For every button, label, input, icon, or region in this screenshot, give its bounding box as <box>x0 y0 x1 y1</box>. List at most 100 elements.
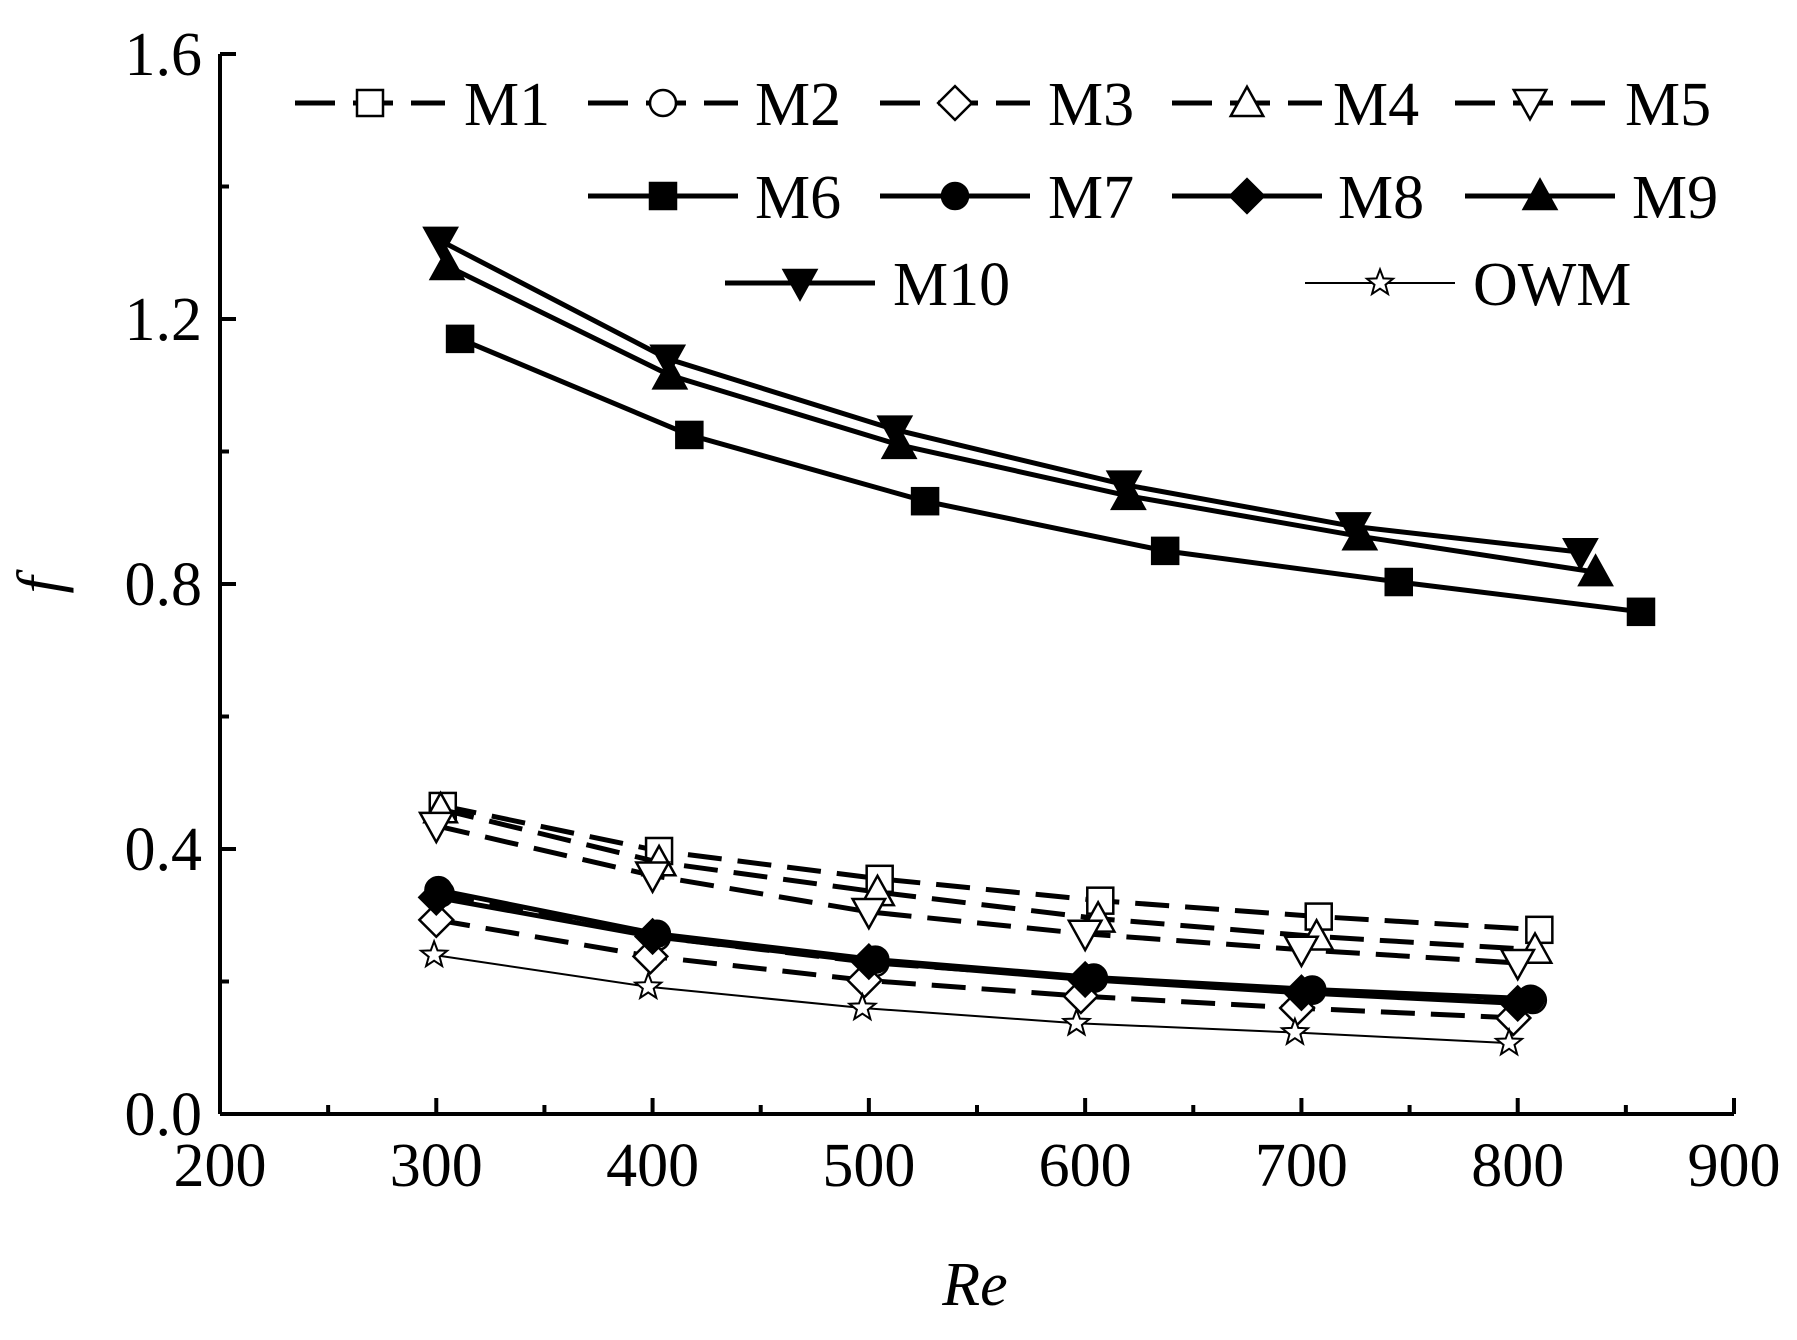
legend-label-m6: M6 <box>755 164 841 232</box>
x-tick-label: 400 <box>606 1132 699 1200</box>
data-point-m5 <box>634 861 671 895</box>
data-point-m9 <box>428 247 466 281</box>
x-tick-label: 200 <box>174 1132 267 1200</box>
legend-marker-m4 <box>1228 84 1266 118</box>
data-point-m9 <box>880 426 918 460</box>
legend-marker-m5 <box>1511 88 1549 122</box>
legend-label-m3: M3 <box>1048 71 1134 139</box>
series-m10 <box>422 226 1599 572</box>
legend-item-m6: M6 <box>588 164 841 232</box>
data-point-m6 <box>445 324 475 354</box>
data-point-m1 <box>1525 915 1554 945</box>
y-tick-label: 0.0 <box>125 1081 203 1149</box>
data-point-m8 <box>633 917 672 956</box>
legend-label-m7: M7 <box>1048 164 1134 232</box>
legend-marker-m6 <box>648 181 678 211</box>
x-tick-label: 500 <box>822 1132 915 1200</box>
y-tick-label: 0.4 <box>125 816 203 884</box>
series-line-m3 <box>435 917 1514 1021</box>
data-point-m5 <box>1066 919 1104 953</box>
legend-item-m7: M7 <box>880 164 1134 232</box>
data-point-m10 <box>1334 512 1372 546</box>
data-point-owm <box>632 970 664 1001</box>
data-point-m8 <box>1499 984 1537 1023</box>
data-point-m8 <box>1282 974 1321 1012</box>
legend-marker-m9 <box>1521 177 1559 211</box>
legend-label-m5: M5 <box>1625 71 1711 139</box>
series-line-owm <box>433 954 1510 1045</box>
data-point-m5 <box>1283 935 1320 969</box>
legend-marker-m8 <box>1228 177 1266 215</box>
x-tick-label: 600 <box>1039 1132 1132 1200</box>
legend-item-m9: M9 <box>1465 164 1718 232</box>
data-point-m5 <box>1499 948 1537 982</box>
legend-item-m8: M8 <box>1172 164 1424 232</box>
data-point-owm <box>1060 1006 1093 1037</box>
data-point-owm <box>1493 1026 1525 1057</box>
data-point-m6 <box>1626 597 1656 627</box>
data-point-m6 <box>910 486 940 516</box>
x-tick-label: 300 <box>390 1132 483 1200</box>
axes: 200 300 400 500 600 700 800 900 0.0 0.4 0.8 1.2 1.6 <box>125 21 1781 1200</box>
series-line-m5 <box>435 823 1518 966</box>
x-tick-label: 900 <box>1688 1132 1781 1200</box>
x-tick-label: 800 <box>1471 1132 1564 1200</box>
legend-item-m1: M1 <box>295 71 550 139</box>
legend-item-m10: M10 <box>725 251 1010 319</box>
legend-label-m8: M8 <box>1338 164 1424 232</box>
legend-item-m2: M2 <box>588 71 841 139</box>
legend-label-m9: M9 <box>1632 164 1718 232</box>
series-m1 <box>428 791 1554 945</box>
y-tick-label: 1.6 <box>125 21 203 89</box>
y-tick-label: 0.8 <box>125 551 203 619</box>
data-point-m9 <box>651 356 689 390</box>
legend-marker-owm <box>1364 266 1396 297</box>
legend-marker-m7 <box>940 181 970 211</box>
series-line-m1 <box>442 803 1540 933</box>
data-point-m5 <box>850 897 888 931</box>
data-point-m3 <box>417 901 455 939</box>
legend-label-m4: M4 <box>1333 71 1419 139</box>
data-point-owm <box>418 938 450 969</box>
data-point-m10 <box>876 415 914 449</box>
series-m6 <box>445 324 1656 627</box>
x-axis-title: Re <box>941 1251 1007 1319</box>
data-point-m8 <box>417 878 455 917</box>
series-line-m4 <box>440 806 1536 953</box>
series-layer <box>417 226 1656 1057</box>
data-point-m6 <box>1384 567 1414 597</box>
x-tick-label: 700 <box>1255 1132 1348 1200</box>
legend: M1 M2 M3 M4 M5 M6 M7 M8 M9 M10 OWM <box>295 71 1718 319</box>
data-point-m9 <box>1577 553 1614 587</box>
data-point-m8 <box>850 942 888 981</box>
data-point-m10 <box>1105 470 1143 504</box>
data-point-owm <box>846 991 879 1022</box>
legend-marker-m1 <box>355 88 385 118</box>
legend-marker-m2 <box>648 88 678 118</box>
legend-marker-m3 <box>936 84 974 122</box>
data-point-m10 <box>649 344 687 378</box>
legend-marker-m10 <box>781 268 819 302</box>
series-line-m7 <box>437 887 1531 1002</box>
data-point-m10 <box>422 226 459 260</box>
series-m4 <box>422 790 1554 964</box>
legend-label-owm: OWM <box>1473 251 1631 319</box>
data-point-owm <box>1279 1016 1311 1046</box>
series-line-m6 <box>459 336 1642 615</box>
y-axis-title: f <box>6 569 74 594</box>
series-owm <box>418 938 1525 1057</box>
data-point-m5 <box>417 811 455 845</box>
data-point-m8 <box>1066 960 1104 999</box>
series-line-m9 <box>445 263 1596 575</box>
legend-label-m2: M2 <box>755 71 841 139</box>
legend-item-m4: M4 <box>1172 71 1419 139</box>
series-m8 <box>417 878 1537 1023</box>
legend-label-m1: M1 <box>464 71 550 139</box>
data-point-m6 <box>675 420 704 450</box>
y-tick-label: 1.2 <box>125 286 203 354</box>
data-point-m6 <box>1150 536 1180 566</box>
legend-item-m3: M3 <box>880 71 1134 139</box>
series-m5 <box>417 811 1537 982</box>
series-line-m10 <box>439 238 1581 555</box>
